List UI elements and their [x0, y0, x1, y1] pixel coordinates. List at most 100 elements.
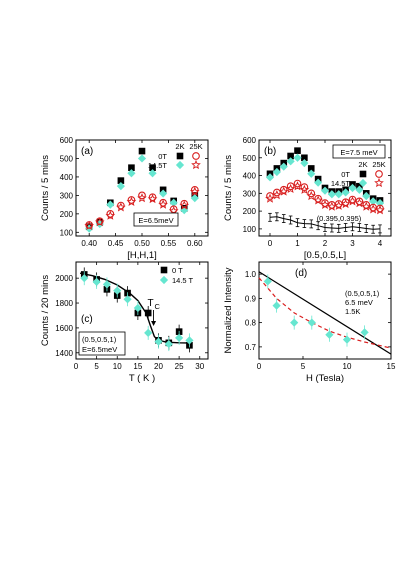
data-point: [307, 189, 316, 198]
data-point: [272, 301, 281, 310]
y-tick-label: 200: [60, 210, 74, 219]
data-point: [294, 147, 301, 154]
data-point: [189, 186, 200, 196]
x-tick-label: 15: [133, 362, 142, 371]
x-tick-label: 25: [175, 362, 184, 371]
data-point: [102, 280, 112, 289]
legend-marker: [359, 170, 367, 178]
data-point: [293, 179, 302, 188]
data-point: [138, 191, 146, 200]
data-point: [265, 193, 275, 203]
data-point: [80, 274, 89, 283]
series-14-5-t: [80, 271, 194, 352]
x-tick-label: 0: [268, 239, 273, 248]
data-point: [266, 192, 274, 200]
legend-marker: [176, 152, 184, 160]
y-axis-label: Normalized Intensity: [223, 267, 234, 353]
y-tick-label: 100: [60, 228, 74, 237]
panel-label: (c): [81, 314, 93, 325]
data-point: [286, 182, 295, 191]
y-axis-label: Counts / 5 mins: [40, 155, 51, 221]
temperature-annotation: 1.5K: [345, 307, 360, 316]
legend-marker: [375, 170, 383, 178]
panel-label: (b): [264, 146, 276, 157]
legend-marker: [358, 178, 368, 188]
tc-subscript: C: [155, 302, 161, 311]
legend-header: 2K: [358, 160, 367, 169]
data-point: [94, 217, 105, 227]
series-14-5t-25k: [265, 181, 385, 215]
data-point: [106, 200, 115, 209]
data-point: [375, 199, 385, 208]
y-tick-label: 100: [243, 225, 257, 234]
data-point: [133, 303, 142, 313]
x-axis-label: H (Tesla): [306, 373, 344, 384]
data-point: [272, 190, 282, 200]
y-tick-label: 0.7: [245, 343, 257, 352]
data-point: [293, 153, 302, 162]
plot-frame: [258, 261, 392, 360]
data-point: [169, 198, 178, 207]
data-point: [333, 200, 344, 210]
legend-marker: [175, 160, 185, 170]
legend-row-label: 14.5T: [148, 161, 168, 170]
data-point: [137, 154, 147, 163]
data-point: [287, 152, 294, 160]
y-tick-label: 0.9: [245, 294, 257, 303]
x-tick-label: 0.60: [187, 239, 203, 248]
x-tick-label: 5: [301, 362, 306, 371]
data-point: [342, 335, 352, 344]
data-point: [92, 277, 101, 286]
x-tick-label: 0.40: [81, 239, 97, 248]
data-point: [126, 196, 137, 206]
data-point: [299, 184, 310, 194]
panel-c: 0 5 10 15 20 25 30 1400 1600 1800 2000 T ( K ) Count…: [40, 261, 209, 384]
data-point: [84, 220, 95, 230]
data-point: [360, 328, 369, 337]
data-point: [307, 169, 316, 178]
legend-header: 25K: [189, 142, 202, 151]
reference-q-annotation: (0.395,0.395): [317, 214, 362, 223]
y-tick-label: 600: [60, 136, 74, 145]
x-tick-label: 4: [378, 239, 383, 248]
data-point: [190, 194, 199, 203]
y-tick-label: 300: [243, 189, 257, 198]
data-point: [175, 333, 184, 342]
x-tick-label: 0: [257, 362, 262, 371]
data-point: [105, 210, 116, 220]
y-axis-label: Counts / 20 mins: [40, 275, 51, 347]
y-tick-label: 2000: [55, 274, 73, 283]
energy-annotation: E=6.5meV: [138, 216, 173, 225]
x-tick-label: 30: [195, 362, 204, 371]
data-point: [273, 188, 281, 197]
panel-label: (d): [295, 268, 307, 279]
energy-annotation: E=6.5meV: [82, 345, 117, 354]
y-tick-label: 1400: [55, 349, 73, 358]
x-tick-label: 15: [387, 362, 396, 371]
x-tick-label: 0.45: [108, 239, 124, 248]
data-point: [292, 181, 303, 191]
data-point: [300, 159, 309, 168]
panel-b: 0 1 2 3 4 100 200 300 400 500 600 [0.5,0.5,L] Counts…: [223, 136, 392, 261]
data-point: [313, 195, 323, 205]
data-point: [286, 157, 295, 166]
y-tick-label: 200: [243, 207, 257, 216]
data-point: [362, 191, 371, 201]
data-point: [148, 169, 157, 178]
y-axis-label: Counts / 5 mins: [223, 155, 234, 221]
data-point: [368, 204, 378, 214]
data-point: [334, 190, 343, 199]
data-point: [272, 167, 281, 177]
x-tick-label: 0.55: [161, 239, 177, 248]
data-point: [137, 193, 147, 203]
series-data: [263, 274, 369, 347]
data-point: [116, 202, 126, 212]
x-tick-label: 0.50: [134, 239, 150, 248]
x-axis-label: T ( K ): [129, 373, 155, 384]
y-tick-label: 400: [243, 172, 257, 181]
energy-box: [133, 212, 179, 227]
legend-label: 14.5 T: [172, 276, 194, 285]
data-point: [185, 336, 194, 345]
x-tick-label: 5: [94, 362, 99, 371]
data-point: [320, 199, 330, 209]
